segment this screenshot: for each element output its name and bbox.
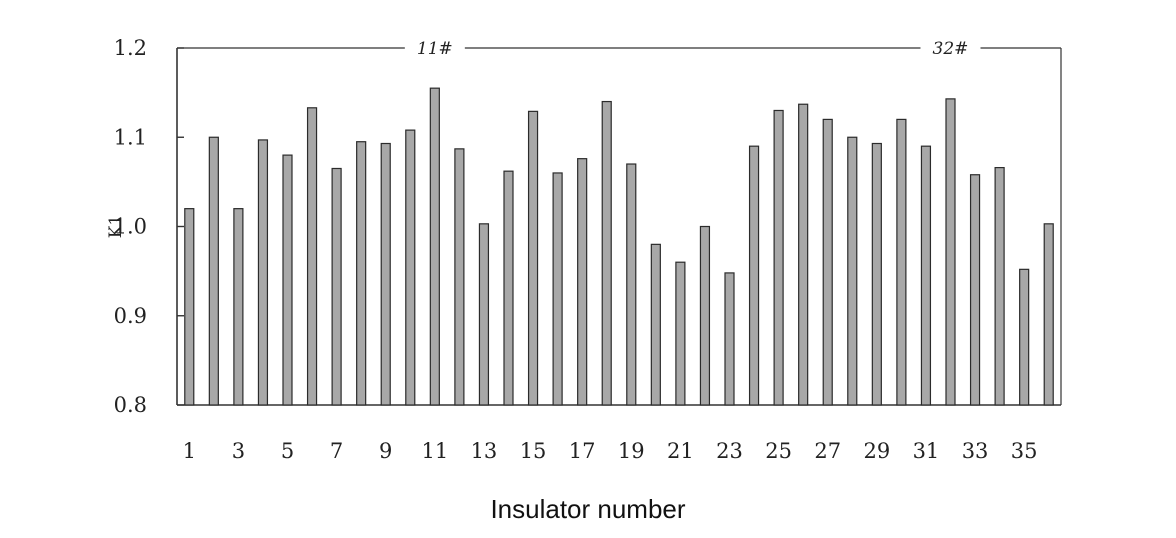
- bar: [331, 167, 342, 406]
- bar: [552, 172, 563, 406]
- bar: [920, 145, 932, 406]
- x-tick-label: 11: [421, 439, 448, 463]
- x-tick-label: 35: [1011, 439, 1038, 463]
- bar: [847, 136, 858, 406]
- plot-area: 11# 32#0.80.91.01.11.21 3 5 7 9 11 13 15 17 19 21 23…: [114, 36, 1062, 463]
- x-tick-label: 1: [183, 439, 196, 463]
- x-tick-label: 9: [379, 439, 392, 463]
- y-tick-label: 0.9: [114, 304, 147, 328]
- x-tick-label: 17: [569, 439, 596, 463]
- bar: [626, 163, 637, 406]
- bar: [282, 154, 293, 406]
- x-tick-label: 13: [471, 439, 498, 463]
- bar: [1043, 223, 1054, 406]
- bar: [601, 100, 612, 406]
- x-tick-label: 29: [863, 439, 890, 463]
- bar: [822, 118, 833, 406]
- bar: [945, 98, 956, 406]
- bar: [380, 142, 391, 406]
- x-tick-label: 19: [618, 439, 645, 463]
- x-tick-label: 31: [913, 439, 940, 463]
- x-tick-label: 33: [962, 439, 989, 463]
- bar: [405, 129, 416, 406]
- x-tick-label: 7: [330, 439, 343, 463]
- bar: [233, 208, 244, 406]
- bar: [748, 145, 760, 406]
- y-tick-label: 1.0: [114, 215, 147, 239]
- bar: [454, 148, 465, 406]
- annotation-label: 11#: [417, 39, 453, 59]
- bar: [1019, 268, 1030, 406]
- bar: [478, 223, 490, 406]
- x-tick-label: 25: [765, 439, 792, 463]
- x-axis-label: Insulator number: [490, 494, 685, 524]
- bar: [969, 174, 981, 406]
- bar: [527, 110, 539, 406]
- bar: [429, 87, 440, 406]
- bar: [798, 103, 809, 406]
- bar: [577, 158, 588, 406]
- bar: [650, 243, 661, 406]
- bar: [503, 170, 514, 406]
- bar: [896, 118, 907, 406]
- x-tick-label: 21: [667, 439, 694, 463]
- x-tick-label: 23: [716, 439, 743, 463]
- y-tick-label: 1.1: [114, 125, 147, 149]
- bar: [773, 109, 784, 406]
- y-tick-label: 0.8: [114, 393, 147, 417]
- bar: [994, 166, 1005, 406]
- bar: [306, 107, 318, 406]
- bar: [871, 142, 882, 406]
- annotation-label: 32#: [933, 39, 969, 59]
- bar: [184, 208, 195, 406]
- x-tick-label: 5: [281, 439, 294, 463]
- x-tick-label: 15: [520, 439, 547, 463]
- x-tick-label: 3: [232, 439, 245, 463]
- bar: [724, 272, 735, 406]
- bar: [675, 261, 686, 406]
- y-axis-label: K1: [106, 215, 126, 239]
- bar: [257, 139, 269, 406]
- y-tick-label: 1.2: [114, 36, 147, 60]
- bar: [208, 136, 219, 406]
- x-tick-label: 27: [814, 439, 841, 463]
- bar: [699, 225, 711, 406]
- bar: [356, 141, 367, 406]
